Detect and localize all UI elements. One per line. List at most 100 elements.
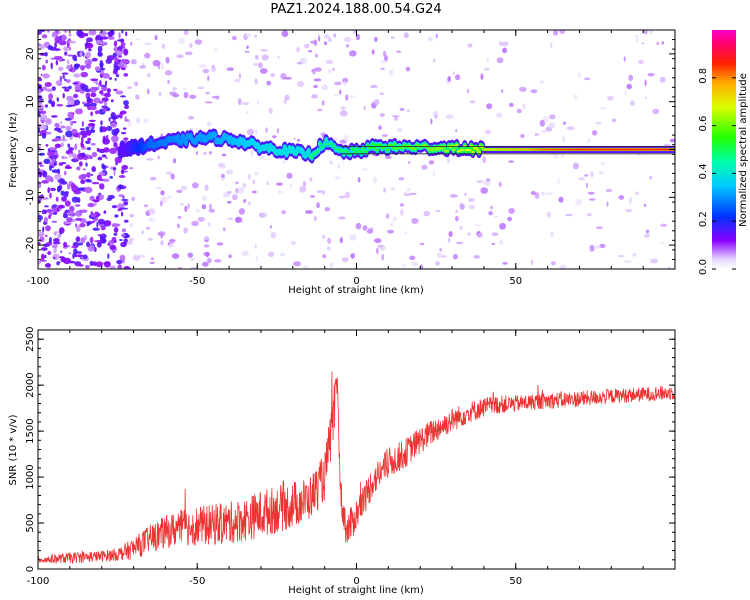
noise-speck	[652, 108, 660, 115]
ridge-peak	[329, 142, 333, 145]
ridge-peak	[357, 150, 362, 153]
ridge-peak	[432, 146, 437, 149]
noise-speck	[73, 254, 77, 258]
noise-speck	[252, 190, 257, 194]
noise-speck	[81, 152, 86, 158]
noise-speck	[519, 86, 527, 92]
noise-speck	[100, 41, 108, 45]
noise-speck	[75, 217, 83, 221]
noise-speck	[127, 86, 132, 89]
noise-speck	[68, 33, 72, 37]
noise-speck	[204, 235, 210, 241]
noise-speck	[389, 69, 394, 76]
noise-speck	[344, 191, 351, 199]
ridge-peak	[461, 149, 466, 151]
noise-speck	[82, 254, 88, 259]
noise-speck	[52, 207, 55, 214]
noise-speck	[80, 71, 89, 78]
ridge-peak	[340, 150, 345, 153]
noise-speck	[38, 232, 45, 237]
noise-speck	[113, 40, 118, 47]
noise-speck	[252, 62, 259, 67]
noise-speck	[94, 110, 100, 115]
noise-speck	[421, 164, 428, 170]
noise-speck	[647, 72, 655, 77]
noise-speck	[144, 52, 151, 59]
noise-speck	[341, 257, 349, 263]
noise-speck	[376, 247, 379, 255]
noise-speck	[323, 33, 330, 39]
snr-panel: -100 -50 0 50 0 500 1000 1500 2000 2500 Height o…	[8, 326, 676, 596]
noise-speck	[493, 215, 499, 218]
noise-speck	[79, 51, 83, 57]
noise-speck	[113, 227, 119, 233]
noise-speck	[59, 75, 63, 82]
noise-speck	[89, 260, 94, 266]
noise-speck	[561, 135, 566, 143]
noise-speck	[423, 210, 431, 217]
x-tick-label: -50	[189, 276, 205, 287]
ridge-peak	[365, 144, 370, 147]
noise-speck	[656, 41, 660, 46]
noise-speck	[244, 33, 252, 38]
noise-speck	[60, 125, 66, 129]
noise-speck	[432, 171, 435, 176]
noise-speck	[47, 151, 55, 157]
noise-speck	[584, 174, 589, 177]
noise-speck	[238, 73, 242, 79]
noise-speck	[51, 101, 55, 108]
ridge-peak	[440, 147, 445, 150]
noise-speck	[72, 253, 75, 259]
colorbar-gradient	[712, 30, 736, 269]
noise-speck	[202, 68, 210, 74]
ridge-peak	[455, 144, 459, 146]
noise-speck	[95, 261, 104, 268]
noise-speck	[40, 73, 43, 77]
noise-speck	[66, 183, 71, 190]
noise-speck	[234, 78, 241, 83]
noise-speck	[440, 255, 447, 258]
noise-speck	[474, 224, 481, 227]
ridge-peak	[450, 144, 454, 147]
noise-speck	[605, 188, 613, 193]
noise-speck	[435, 33, 438, 39]
noise-speck	[111, 135, 119, 143]
noise-speck	[121, 233, 126, 237]
noise-speck	[282, 160, 286, 164]
ridge-peak	[314, 151, 319, 154]
noise-speck	[231, 35, 237, 41]
noise-speck	[243, 199, 247, 203]
x-tick-label: -100	[27, 276, 50, 287]
noise-speck	[88, 30, 97, 36]
noise-speck	[51, 86, 56, 91]
noise-speck	[289, 183, 293, 189]
noise-speck	[106, 88, 111, 94]
noise-speck	[50, 187, 56, 192]
noise-speck	[120, 67, 126, 71]
noise-speck	[206, 257, 212, 264]
noise-speck	[67, 143, 71, 148]
noise-speck	[409, 192, 417, 195]
noise-speck	[40, 110, 47, 115]
noise-speck	[44, 52, 48, 57]
noise-speck	[113, 142, 118, 148]
noise-speck	[244, 50, 250, 53]
ridge-peak	[471, 151, 475, 153]
noise-speck	[297, 138, 301, 142]
noise-speck	[38, 30, 42, 35]
noise-speck	[54, 123, 60, 128]
noise-speck	[266, 80, 272, 86]
noise-speck	[147, 72, 151, 78]
noise-speck	[644, 233, 650, 239]
noise-speck	[67, 59, 70, 65]
noise-speck	[115, 127, 120, 134]
noise-speck	[247, 201, 252, 206]
noise-speck	[115, 74, 120, 78]
noise-speck	[74, 85, 82, 91]
noise-speck	[467, 43, 473, 48]
ridge-peak	[321, 145, 325, 148]
noise-speck	[563, 121, 566, 125]
noise-speck	[55, 59, 59, 66]
noise-speck	[115, 66, 121, 71]
ridge-peak	[375, 148, 380, 151]
